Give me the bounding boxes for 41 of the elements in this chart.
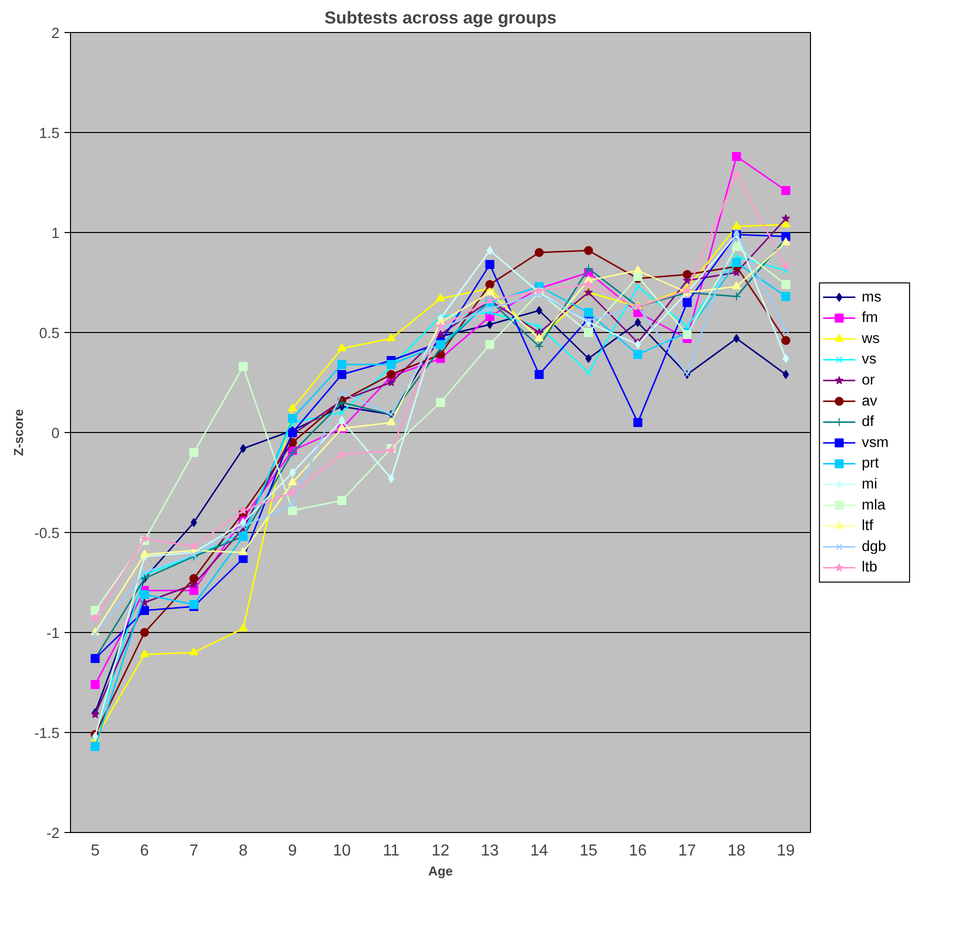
legend-label: or — [862, 372, 875, 388]
legend-label: mla — [862, 497, 886, 514]
legend-label: ltb — [862, 560, 878, 576]
chart-title: Subtests across age groups — [324, 8, 557, 28]
legend-label: ws — [860, 330, 880, 347]
legend-label: ms — [862, 289, 882, 306]
legend-label: fm — [862, 310, 878, 326]
y-axis-title: Z-score — [11, 409, 26, 456]
y-tick-label: 2 — [51, 26, 60, 42]
x-tick-label: 16 — [628, 842, 647, 860]
x-tick-label: 8 — [238, 842, 248, 860]
legend-label: df — [862, 414, 875, 430]
x-tick-label: 18 — [728, 842, 746, 860]
y-tick-label: 1.5 — [39, 126, 60, 142]
x-tick-label: 9 — [288, 842, 298, 860]
legend-label: mi — [862, 476, 878, 492]
legend-label: prt — [862, 456, 879, 472]
x-tick-label: 13 — [480, 842, 499, 860]
y-tick-label: -1.5 — [34, 726, 60, 742]
x-tick-label: 11 — [382, 842, 400, 860]
legend-label: vs — [862, 352, 876, 368]
legend-label: vsm — [862, 434, 889, 451]
legend-label: av — [862, 393, 878, 410]
x-axis-title: Age — [428, 864, 453, 878]
x-tick-label: 12 — [432, 842, 450, 860]
x-tick-label: 10 — [332, 842, 351, 860]
y-tick-label: 1 — [51, 226, 60, 242]
y-tick-label: 0 — [51, 426, 60, 442]
legend-label: dgb — [862, 538, 886, 555]
x-tick-label: 17 — [678, 842, 696, 860]
x-tick-label: 6 — [140, 842, 150, 860]
x-tick-label: 15 — [580, 842, 598, 860]
x-tick-label: 5 — [90, 842, 100, 860]
x-tick-label: 7 — [189, 842, 198, 860]
legend-label: ltf — [862, 518, 874, 534]
x-tick-label: 19 — [776, 842, 795, 860]
y-tick-label: -1 — [46, 626, 60, 642]
y-tick-label: 0.5 — [39, 326, 60, 342]
y-tick-label: -0.5 — [34, 526, 60, 542]
y-tick-label: -2 — [46, 826, 60, 842]
x-tick-label: 14 — [530, 842, 548, 860]
